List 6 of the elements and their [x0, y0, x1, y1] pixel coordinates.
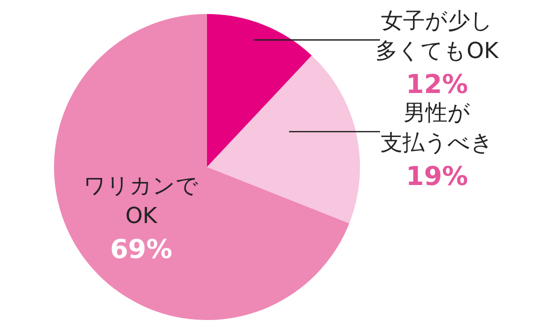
slice-label: 女子が少し多くてもOK	[376, 8, 498, 64]
data-label: 19%	[404, 160, 470, 194]
data-label: 12%	[406, 70, 468, 100]
slice-label: 男性が支払うべき	[380, 100, 494, 156]
data-label: 69%	[109, 234, 174, 267]
slice-label: ワリカンでOK	[84, 174, 199, 229]
